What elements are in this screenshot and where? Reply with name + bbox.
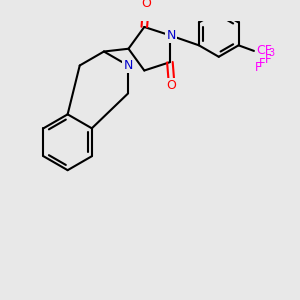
Text: 3: 3	[268, 48, 274, 58]
Text: CF: CF	[256, 44, 272, 57]
Text: F: F	[265, 53, 272, 66]
Text: O: O	[141, 0, 151, 10]
Text: N: N	[167, 29, 176, 42]
Text: F: F	[255, 61, 261, 74]
Text: O: O	[166, 79, 176, 92]
Text: F: F	[259, 57, 266, 70]
Text: N: N	[123, 59, 133, 72]
